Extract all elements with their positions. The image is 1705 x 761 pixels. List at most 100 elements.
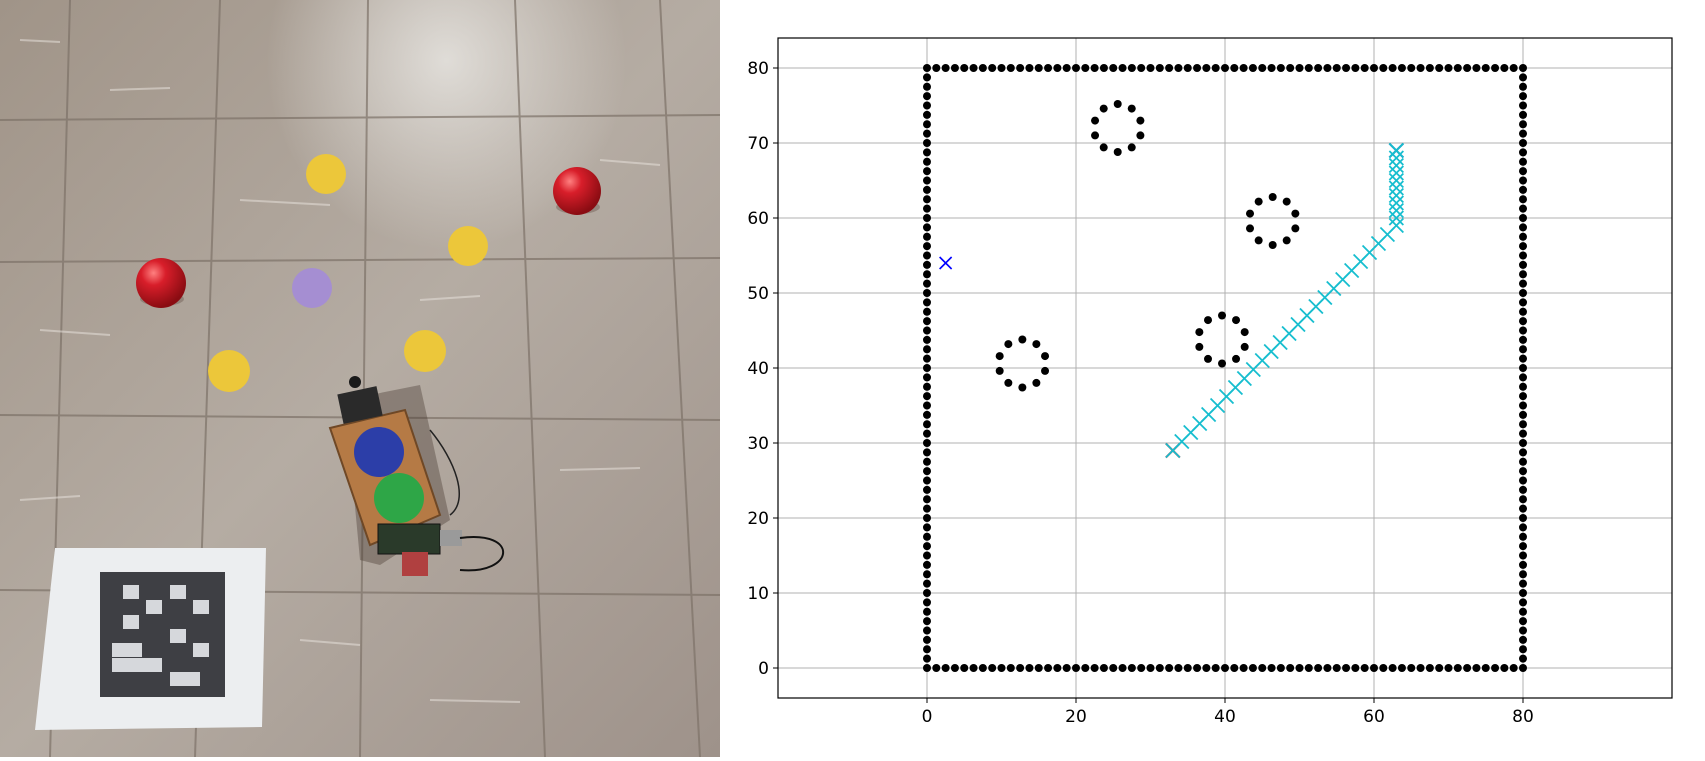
obstacle-point <box>1246 224 1255 233</box>
plot-marks <box>923 64 1527 672</box>
boundary-point <box>923 148 931 157</box>
boundary-point <box>1183 664 1192 672</box>
boundary-point <box>988 64 997 72</box>
boundary-point <box>1519 298 1527 307</box>
boundary-point <box>969 664 978 672</box>
boundary-point <box>1276 664 1285 672</box>
boundary-point <box>1370 64 1378 72</box>
boundary-point <box>923 373 931 382</box>
yellow-marker-disc-icon <box>448 226 488 266</box>
floor-texture <box>19 39 661 703</box>
boundary-point <box>1519 617 1527 626</box>
boundary-point <box>1379 664 1388 672</box>
boundary-point <box>1463 64 1472 72</box>
boundary-point <box>1519 401 1527 410</box>
boundary-point <box>923 214 931 222</box>
boundary-point <box>1118 664 1127 672</box>
boundary-point <box>1118 64 1127 72</box>
boundary-point <box>1165 64 1174 72</box>
boundary-point <box>923 467 931 476</box>
x-tick-label: 0 <box>922 707 933 727</box>
boundary-point <box>1519 232 1527 241</box>
boundary-point <box>923 354 931 363</box>
obstacle-point <box>1099 143 1108 152</box>
boundary-point <box>923 92 931 101</box>
boundary-point <box>1044 664 1053 672</box>
boundary-point <box>1519 214 1527 222</box>
boundary-point <box>1025 64 1034 72</box>
boundary-point <box>1519 504 1527 513</box>
boundary-point <box>923 439 931 447</box>
obstacle-point <box>1246 209 1255 218</box>
boundary-point <box>1388 664 1397 672</box>
obstacle-point <box>1032 340 1041 349</box>
boundary-point <box>1351 664 1360 672</box>
boundary-point <box>1248 664 1257 672</box>
boundary-point <box>1044 64 1053 72</box>
boundary-point <box>923 476 931 485</box>
obstacle-point <box>1195 328 1204 337</box>
boundary-point <box>923 645 931 654</box>
boundary-point <box>1034 64 1043 72</box>
boundary-point <box>923 279 931 288</box>
boundary-point <box>923 420 931 429</box>
boundary-point <box>1519 514 1527 522</box>
boundary-point <box>1370 664 1378 672</box>
boundary-point <box>1062 64 1071 72</box>
boundary-point <box>997 64 1006 72</box>
boundary-point <box>923 448 931 457</box>
boundary-point <box>1062 664 1071 672</box>
boundary-point <box>1221 64 1229 72</box>
boundary-point <box>923 495 931 504</box>
boundary-point <box>1407 64 1416 72</box>
boundary-point <box>1519 176 1527 185</box>
obstacle-point <box>1113 100 1122 108</box>
boundary-point <box>1453 64 1462 72</box>
boundary-point <box>1519 598 1527 607</box>
obstacle-point <box>1218 359 1227 368</box>
boundary-point <box>1248 64 1257 72</box>
boundary-point <box>923 251 931 260</box>
boundary-point <box>1127 664 1136 672</box>
boundary-point <box>1519 467 1527 476</box>
boundary-point <box>1519 410 1527 419</box>
boundary-point <box>988 664 997 672</box>
boundary-point <box>1519 532 1527 541</box>
boundary-point <box>923 307 931 316</box>
boundary-point <box>1519 523 1527 532</box>
yellow-marker-disc-icon <box>404 330 446 372</box>
boundary-point <box>923 326 931 335</box>
boundary-point <box>1109 664 1118 672</box>
blue-marker-disc-icon <box>354 427 404 477</box>
boundary-point <box>1202 64 1211 72</box>
scene-photo-graphic <box>0 0 720 757</box>
boundary-point <box>1053 664 1062 672</box>
obstacle-point <box>1099 104 1108 113</box>
boundary-point <box>1519 110 1527 119</box>
boundary-point <box>1435 664 1444 672</box>
boundary-point <box>1137 64 1146 72</box>
boundary-point <box>1519 382 1527 391</box>
boundary-point <box>923 73 931 82</box>
boundary-point <box>1519 92 1527 101</box>
boundary-point <box>1342 664 1351 672</box>
boundary-point <box>1174 664 1183 672</box>
boundary-point <box>1332 64 1341 72</box>
obstacle-point <box>1291 224 1300 233</box>
obstacle-point <box>1041 366 1050 375</box>
boundary-point <box>1267 64 1276 72</box>
path-point <box>1388 195 1404 211</box>
robot-icon <box>328 376 505 576</box>
y-axis-ticks: 0 10 20 30 40 50 60 70 80 <box>747 59 778 679</box>
boundary-point <box>923 298 931 307</box>
obstacle-point <box>1291 209 1300 218</box>
boundary-point <box>1267 664 1276 672</box>
boundary-point <box>1519 429 1527 438</box>
boundary-point <box>1463 664 1472 672</box>
boundary-point <box>1109 64 1118 72</box>
boundary-point <box>1519 289 1527 297</box>
x-axis-ticks: 0 20 40 60 80 <box>922 698 1534 727</box>
boundary-point <box>1519 242 1527 251</box>
obstacle-point <box>1032 378 1041 387</box>
boundary-point <box>1137 664 1146 672</box>
